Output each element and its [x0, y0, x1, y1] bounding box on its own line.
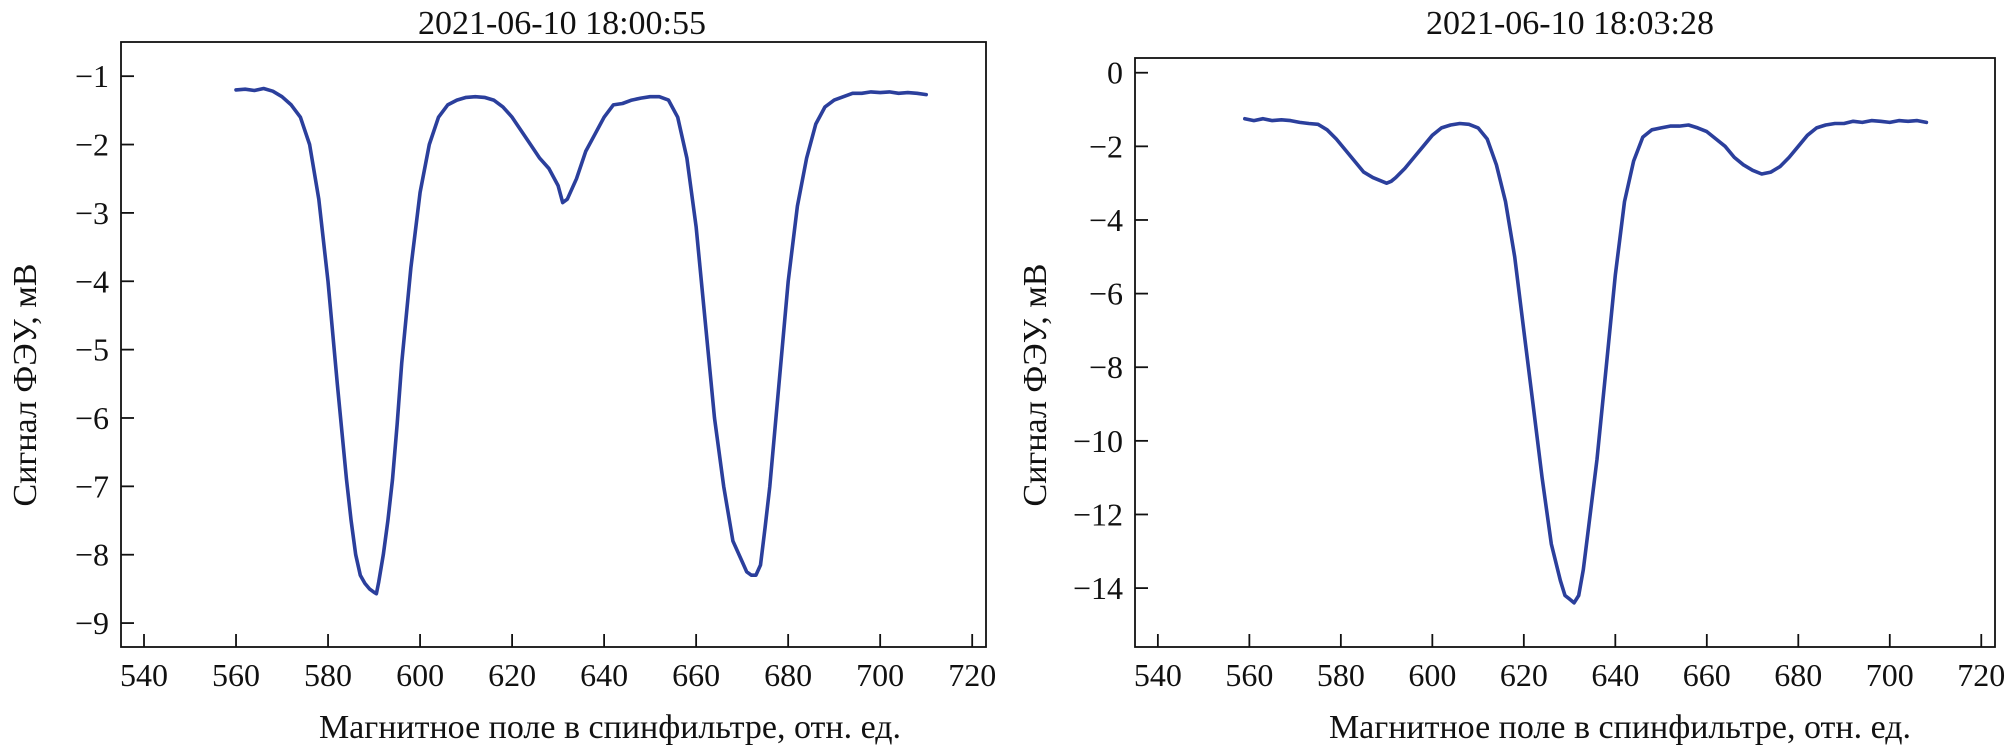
x-tick-label: 640	[1591, 657, 1639, 693]
y-tick-label: −6	[1089, 276, 1123, 312]
chart-panel-1: 2021-06-10 18:00:55 540 560 580 600 620 640 660…	[7, 5, 996, 746]
series-line-signal	[234, 86, 929, 596]
y-axis-label: Сигнал ФЭУ, мВ	[1017, 264, 1054, 507]
y-tick-label: −2	[1089, 128, 1123, 164]
chart-panel-2: 2021-06-10 18:03:28 540 560 580 600 620 640 660…	[1017, 5, 2005, 746]
x-tick-label: 700	[856, 657, 904, 693]
y-tick-label: −5	[75, 332, 109, 368]
x-axis-label: Магнитное поле в спинфильтре, отн. ед.	[319, 709, 901, 746]
y-axis-label: Сигнал ФЭУ, мВ	[7, 264, 44, 507]
plot-frame	[1134, 57, 1996, 648]
x-tick-label: 540	[1134, 657, 1182, 693]
x-axis-label: Магнитное поле в спинфильтре, отн. ед.	[1329, 709, 1911, 746]
x-tick-label: 620	[488, 657, 536, 693]
y-tick-label: −3	[75, 195, 109, 231]
x-tick-label: 660	[672, 657, 720, 693]
y-tick-label: −4	[75, 263, 109, 299]
y-tick-label: −1	[75, 58, 109, 94]
y-tick-label: −9	[75, 605, 109, 641]
x-tick-label: 580	[1317, 657, 1365, 693]
y-tick-label: −14	[1073, 570, 1123, 606]
x-tick-label: 540	[120, 657, 168, 693]
x-tick-label: 600	[1408, 657, 1456, 693]
x-tick-label: 720	[1957, 657, 2005, 693]
y-tick-label: −2	[75, 127, 109, 163]
y-tick-label: −8	[75, 537, 109, 573]
x-tick-label: 560	[212, 657, 260, 693]
x-tick-label: 560	[1225, 657, 1273, 693]
x-tick-label: 700	[1866, 657, 1914, 693]
x-tick-label: 580	[304, 657, 352, 693]
series-line-signal	[1243, 116, 1929, 605]
plot-frame	[120, 41, 987, 648]
chart-title: 2021-06-10 18:03:28	[1426, 5, 1714, 42]
y-tick-label: 0	[1107, 55, 1123, 91]
x-tick-label: 720	[948, 657, 996, 693]
y-tick-label: −6	[75, 400, 109, 436]
x-tick-label: 600	[396, 657, 444, 693]
y-tick-label: −4	[1089, 202, 1123, 238]
x-tick-label: 640	[580, 657, 628, 693]
x-tick-label: 680	[764, 657, 812, 693]
y-tick-label: −8	[1089, 349, 1123, 385]
y-tick-label: −12	[1073, 496, 1123, 532]
y-tick-label: −10	[1073, 423, 1123, 459]
x-tick-label: 680	[1774, 657, 1822, 693]
y-tick-label: −7	[75, 468, 109, 504]
x-tick-label: 660	[1683, 657, 1731, 693]
x-tick-label: 620	[1500, 657, 1548, 693]
chart-title: 2021-06-10 18:00:55	[418, 5, 706, 42]
